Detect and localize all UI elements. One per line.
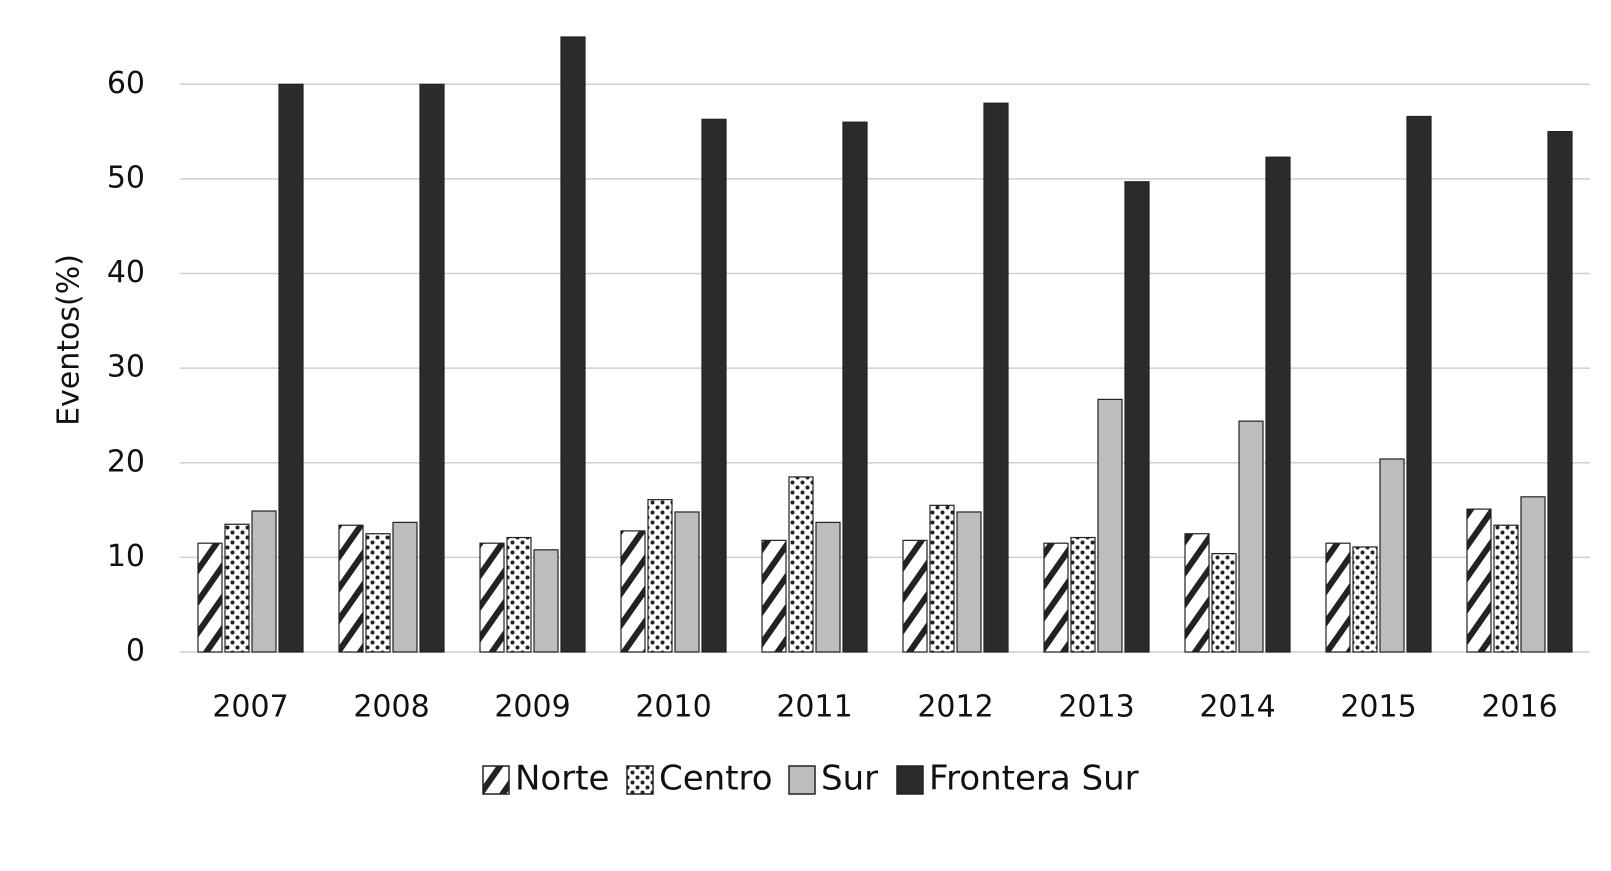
y-tick-label: 40 <box>107 255 145 290</box>
x-tick-label: 2014 <box>1199 690 1275 725</box>
x-tick-label: 2007 <box>212 690 288 725</box>
x-tick-label: 2009 <box>494 690 570 725</box>
bar <box>1124 181 1150 653</box>
bar <box>1265 156 1291 653</box>
bar <box>1184 533 1210 653</box>
bar <box>251 510 277 653</box>
bar <box>392 521 418 653</box>
bar <box>479 542 505 653</box>
x-tick-label: 2008 <box>353 690 429 725</box>
y-axis-label: Eventos(%) <box>52 254 87 426</box>
x-tick-label: 2015 <box>1340 690 1416 725</box>
bar <box>761 539 787 653</box>
bar <box>419 83 445 653</box>
bar <box>1325 542 1351 653</box>
bar <box>533 549 559 653</box>
bar <box>929 504 955 653</box>
bar <box>956 511 982 653</box>
y-tick-label: 60 <box>107 66 145 101</box>
bar <box>1379 458 1405 653</box>
bar <box>1238 420 1264 653</box>
bar <box>620 530 646 653</box>
bar <box>842 121 868 653</box>
legend-label: Norte <box>515 759 609 799</box>
bar <box>1406 115 1432 653</box>
bar <box>1493 524 1519 653</box>
legend-swatch <box>626 765 654 795</box>
y-tick-label: 30 <box>107 350 145 385</box>
bar <box>902 539 928 653</box>
bar <box>1043 542 1069 653</box>
bar <box>647 499 673 653</box>
bar <box>197 542 223 653</box>
bar <box>1211 552 1237 653</box>
legend-label: Frontera Sur <box>929 759 1139 799</box>
legend-label: Centro <box>659 759 773 799</box>
bar <box>338 524 364 653</box>
legend-label: Sur <box>821 759 878 799</box>
bar <box>815 521 841 653</box>
bar <box>1097 398 1123 653</box>
bar <box>278 83 304 653</box>
legend-swatch <box>482 765 510 795</box>
y-tick-label: 20 <box>107 444 145 479</box>
bar <box>1070 536 1096 653</box>
bar <box>788 476 814 653</box>
x-tick-label: 2010 <box>635 690 711 725</box>
bar <box>1547 131 1573 653</box>
x-tick-label: 2011 <box>776 690 852 725</box>
bar <box>674 511 700 653</box>
y-tick-label: 0 <box>126 634 145 669</box>
legend-swatch <box>788 765 816 795</box>
bar <box>365 533 391 653</box>
y-tick-label: 10 <box>107 539 145 574</box>
x-tick-label: 2016 <box>1481 690 1557 725</box>
x-tick-label: 2012 <box>917 690 993 725</box>
y-tick-label: 50 <box>107 160 145 195</box>
bar <box>506 536 532 653</box>
legend-swatch <box>896 765 924 795</box>
bar <box>701 118 727 653</box>
bar <box>224 523 250 653</box>
bar <box>983 102 1009 653</box>
x-tick-label: 2013 <box>1058 690 1134 725</box>
bar <box>1352 546 1378 653</box>
bar <box>1520 496 1546 653</box>
bar <box>560 36 586 653</box>
bar <box>1466 508 1492 653</box>
